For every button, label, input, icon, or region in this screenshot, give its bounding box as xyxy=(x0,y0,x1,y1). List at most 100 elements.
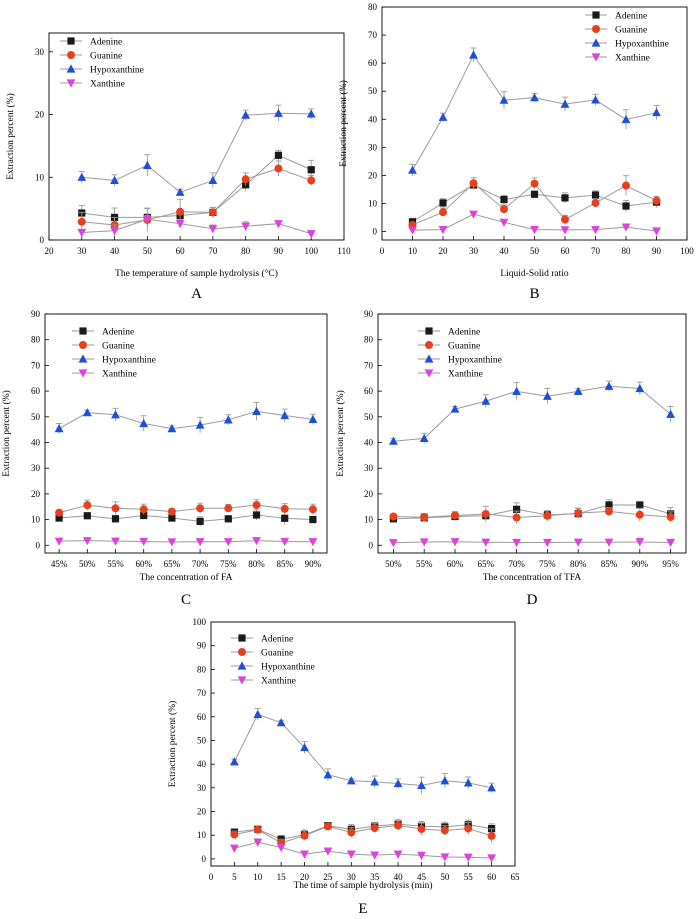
panel-c-x-tick-label: 50% xyxy=(79,559,96,569)
panel-c-legend-marker xyxy=(79,341,87,349)
panel-b-legend-label: Hypoxanthine xyxy=(615,40,669,50)
panel-d-series-hypoxanthine-point xyxy=(604,381,614,390)
panel-a-series-xanthine-point xyxy=(208,225,218,234)
panel-b-x-tick-label: 30 xyxy=(469,246,479,256)
panel-c-legend-label: Hypoxanthine xyxy=(102,356,156,366)
panel-e-series-guanine-point xyxy=(487,831,496,840)
panel-d-x-tick-label: 95% xyxy=(662,559,679,569)
panel-e-legend-marker xyxy=(238,648,246,656)
panel-a-series-hypoxanthine-point xyxy=(110,175,119,185)
panel-e-x-tick-label: 15 xyxy=(277,872,287,882)
panel-b-x-axis-title: Liquid-Solid ratio xyxy=(500,269,569,279)
panel-d-legend-label: Hypoxanthine xyxy=(448,356,502,366)
panel-e-series-hypoxanthine-point xyxy=(346,776,356,785)
panel-d-series-adenine-line xyxy=(393,504,671,520)
panel-b-y-tick-label: 60 xyxy=(368,58,378,68)
panel-c-series-guanine-point xyxy=(111,504,120,513)
panel-a-series-adenine-point xyxy=(274,151,283,159)
panel-a-legend-marker xyxy=(66,79,76,88)
panel-e-series-adenine xyxy=(230,818,496,843)
panel-d-series-guanine-point xyxy=(481,509,490,518)
panel-d-series-hypoxanthine-point xyxy=(573,386,583,395)
panel-c-plot-frame xyxy=(44,313,328,554)
panel-a-y-tick-label: 20 xyxy=(35,110,45,120)
panel-e-series-adenine-line xyxy=(234,823,492,840)
panel-b-x-tick-label: 10 xyxy=(408,246,418,256)
panel-a-x-tick-label: 70 xyxy=(208,246,218,256)
panel-e-legend-label: Hypoxanthine xyxy=(261,663,315,673)
panel-b-series-xanthine-point xyxy=(621,223,631,232)
panel-c-legend-marker xyxy=(78,369,88,378)
panel-d-series-xanthine-point xyxy=(450,538,460,547)
panel-b-x-tick-label: 100 xyxy=(680,246,694,256)
panel-b-x-tick-label: 90 xyxy=(652,246,662,256)
panel-e-x-tick-label: 25 xyxy=(323,872,333,882)
panel-b-series-xanthine-point xyxy=(560,226,570,235)
panel-d-series-xanthine-point xyxy=(543,538,552,548)
panel-a-x-tick-label: 20 xyxy=(45,246,55,256)
panel-a-series-guanine-point xyxy=(77,217,86,226)
panel-b-y-tick-label: 40 xyxy=(368,114,378,124)
panel-c-series-xanthine-point xyxy=(82,537,92,546)
panel-e-series-guanine-point xyxy=(323,822,332,831)
panel-d-series-xanthine-line xyxy=(393,541,671,544)
panel-c-y-tick-label: 90 xyxy=(31,309,41,319)
panel-e-series-guanine-point xyxy=(394,821,403,830)
panel-b-y-tick-label: 50 xyxy=(368,86,378,96)
panel-a-y-tick-label: 30 xyxy=(35,47,45,57)
panel-c-series-adenine-point xyxy=(168,514,176,522)
panel-e-y-axis-title: Extraction percent (%) xyxy=(167,701,178,788)
panel-a-legend-label: Guanine xyxy=(90,52,122,62)
panel-c-series-hypoxanthine-point xyxy=(54,424,64,433)
panel-c-series-adenine-point xyxy=(140,511,148,520)
panel-b-series-xanthine-point xyxy=(469,210,478,219)
panel-c-y-tick-label: 80 xyxy=(31,335,41,345)
panel-e-series-xanthine-point xyxy=(253,838,263,847)
panel-d-series-hypoxanthine-point xyxy=(543,391,552,400)
panel-e-x-tick-label: 0 xyxy=(209,872,214,882)
panel-d-series-hypoxanthine-point xyxy=(512,386,521,395)
panel-b-series-hypoxanthine-point xyxy=(530,93,539,102)
panel-a-series-hypoxanthine-point xyxy=(306,109,316,118)
panel-c-series-xanthine-point xyxy=(252,537,261,546)
panel-e-legend-marker xyxy=(238,634,246,642)
panel-b-series-hypoxanthine-point xyxy=(499,95,509,104)
panel-a-legend-label: Xanthine xyxy=(90,80,125,90)
panel-c-series-guanine-point xyxy=(224,504,233,513)
panel-b-series-xanthine-point xyxy=(438,226,448,235)
panel-a-series-hypoxanthine-line xyxy=(81,112,312,193)
panel-e-series-xanthine-point xyxy=(346,850,356,859)
panel-e-y-tick-label: 80 xyxy=(197,664,207,674)
panel-e-y-tick-label: 60 xyxy=(197,712,207,722)
panel-b-legend-label: Guanine xyxy=(615,26,647,36)
panel-e-series-xanthine-line xyxy=(234,841,492,859)
panel-e-x-tick-label: 20 xyxy=(300,872,310,882)
panel-c-series-adenine-point xyxy=(252,511,261,519)
panel-d-series-xanthine-point xyxy=(666,538,675,548)
panel-c-legend-label: Guanine xyxy=(102,342,134,352)
panel-a: 20 30 40 50 60 70 80 90 100 110 0 10 20 30 The tempera… xyxy=(5,32,351,302)
panel-e-series-hypoxanthine-point xyxy=(487,783,497,792)
panel-d-series-xanthine-point xyxy=(512,538,521,548)
panel-e-series-xanthine-point xyxy=(463,853,473,862)
panel-a-series-adenine xyxy=(78,149,315,227)
panel-e: 0 5 10 15 20 25 30 35 40 45 50 55 60 65 0 10 20 30 40 50 60 7… xyxy=(167,617,520,917)
panel-e-x-axis-title: The time of sample hydrolysis (min) xyxy=(293,880,432,891)
panel-e-legend-marker xyxy=(237,676,247,685)
panel-e-y-tick-label: 50 xyxy=(197,735,207,745)
panel-d-series-xanthine-point xyxy=(635,538,645,547)
panel-a-plot-frame xyxy=(48,32,345,241)
panel-c-series-xanthine-point xyxy=(139,537,149,547)
panel-c-series-guanine-point xyxy=(83,501,92,510)
panel-a-series-xanthine-point xyxy=(110,226,119,236)
panel-b-x-tick-label: 60 xyxy=(561,246,571,256)
panel-e-series-xanthine-point xyxy=(417,851,426,860)
panel-e-x-tick-label: 35 xyxy=(370,872,380,882)
panel-c-y-tick-label: 0 xyxy=(36,540,41,550)
panel-c-x-tick-label: 90% xyxy=(305,559,322,569)
panel-b-series-guanine-point xyxy=(469,179,478,188)
panel-b-y-tick-label: 30 xyxy=(368,142,378,152)
panel-d-series-xanthine-point xyxy=(573,538,583,547)
panel-d-legend-marker xyxy=(425,341,433,349)
panel-e-x-tick-label: 55 xyxy=(464,872,474,882)
